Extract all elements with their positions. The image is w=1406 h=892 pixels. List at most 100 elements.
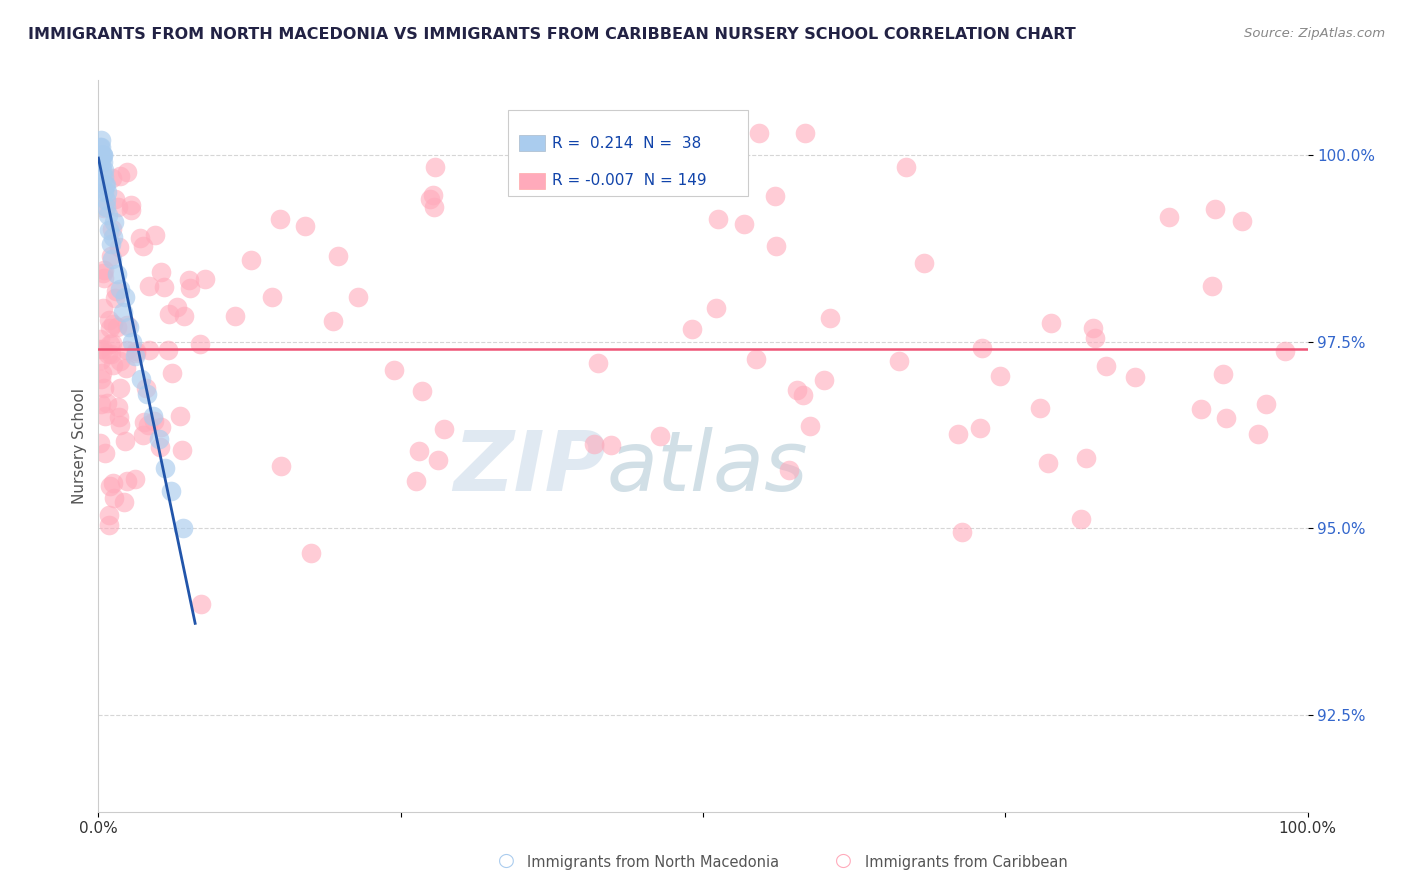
Point [813, 373, 835, 387]
Point [160, 483, 183, 498]
Point [93, 170, 115, 185]
Point [93, 381, 115, 395]
Point [326, 249, 349, 263]
Point [107, 200, 129, 214]
Point [149, 440, 172, 454]
Point [150, 265, 173, 279]
Point [346, 290, 368, 304]
Point [1215, 411, 1237, 425]
Point [745, 352, 768, 367]
Point [96, 396, 118, 410]
Point [98, 518, 121, 533]
Point [1029, 401, 1052, 416]
Point [98, 336, 121, 351]
Point [100, 321, 122, 335]
Point [101, 171, 124, 186]
Point [1232, 214, 1254, 228]
Point [90, 140, 112, 154]
Point [427, 453, 450, 467]
Point [1157, 210, 1180, 224]
Point [408, 444, 430, 458]
Point [792, 387, 814, 401]
Point [101, 335, 124, 350]
Point [90, 371, 112, 385]
Point [172, 442, 194, 457]
Point [115, 165, 138, 179]
Point [90, 155, 112, 169]
Point [786, 383, 808, 397]
Point [90, 396, 112, 410]
Text: R = -0.007  N = 149: R = -0.007 N = 149 [551, 173, 706, 188]
Point [135, 381, 157, 395]
Point [108, 282, 131, 296]
Text: ○: ○ [498, 851, 515, 870]
Point [89, 436, 111, 450]
Point [91, 148, 114, 162]
Point [166, 300, 188, 314]
Point [96, 200, 118, 214]
Point [93, 271, 115, 285]
Point [125, 346, 148, 360]
Point [704, 301, 727, 315]
Point [194, 271, 217, 285]
Point [1084, 331, 1107, 345]
Point [91, 148, 114, 162]
Point [299, 545, 322, 559]
Point [93, 266, 115, 280]
Point [148, 432, 170, 446]
Point [96, 186, 118, 200]
Point [93, 162, 115, 177]
Point [1204, 202, 1226, 216]
Point [101, 358, 124, 372]
Point [582, 437, 605, 451]
Text: ZIP: ZIP [454, 427, 606, 508]
Point [707, 212, 730, 227]
Point [405, 474, 427, 488]
Point [132, 239, 155, 253]
Point [190, 597, 212, 611]
Point [588, 356, 610, 370]
Point [142, 409, 165, 424]
Point [799, 419, 821, 434]
Point [733, 218, 755, 232]
Point [112, 494, 135, 508]
Point [946, 426, 969, 441]
Point [681, 322, 703, 336]
Text: Immigrants from North Macedonia: Immigrants from North Macedonia [527, 855, 779, 870]
Point [425, 160, 447, 174]
Point [1074, 451, 1097, 466]
Point [1274, 344, 1296, 359]
Point [138, 278, 160, 293]
Point [93, 202, 115, 216]
Point [118, 319, 141, 334]
Point [173, 310, 195, 324]
Point [382, 363, 405, 377]
Point [115, 318, 138, 333]
Point [1201, 278, 1223, 293]
Point [132, 427, 155, 442]
Point [89, 148, 111, 162]
Point [138, 343, 160, 357]
Point [105, 285, 128, 299]
Point [103, 491, 125, 505]
Point [1212, 367, 1234, 381]
Point [110, 169, 132, 183]
Point [972, 341, 994, 355]
Point [269, 211, 291, 226]
Point [157, 307, 180, 321]
Point [1189, 402, 1212, 417]
Point [111, 304, 134, 318]
Point [94, 445, 117, 459]
Point [172, 521, 194, 535]
Point [100, 346, 122, 360]
Point [91, 155, 114, 169]
Point [896, 161, 918, 175]
Point [129, 231, 152, 245]
Point [411, 384, 433, 398]
Point [887, 353, 910, 368]
Point [988, 369, 1011, 384]
Point [90, 366, 112, 380]
Point [93, 263, 115, 277]
Point [120, 202, 142, 217]
Point [748, 126, 770, 140]
